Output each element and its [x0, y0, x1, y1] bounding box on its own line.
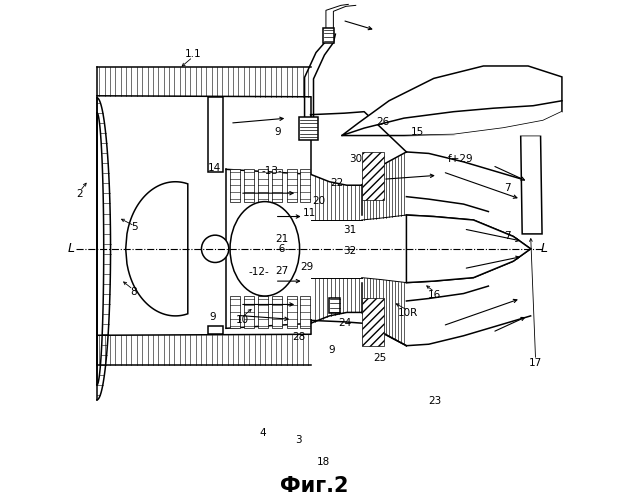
Polygon shape — [299, 170, 309, 202]
Text: 20: 20 — [312, 196, 325, 206]
Polygon shape — [208, 326, 223, 334]
Text: 31: 31 — [343, 225, 357, 235]
Polygon shape — [244, 170, 254, 202]
Text: L: L — [540, 242, 547, 256]
Text: 21: 21 — [276, 234, 289, 244]
Text: 5: 5 — [131, 222, 138, 232]
Text: 10R: 10R — [398, 308, 418, 318]
Text: 15: 15 — [411, 126, 425, 136]
Polygon shape — [126, 182, 188, 316]
Text: 29: 29 — [301, 262, 314, 272]
Text: 1.1: 1.1 — [184, 48, 201, 58]
Polygon shape — [258, 170, 268, 202]
Text: 8: 8 — [130, 287, 136, 297]
Ellipse shape — [201, 235, 229, 262]
Text: f+29: f+29 — [448, 154, 474, 164]
Polygon shape — [342, 101, 562, 136]
Text: 25: 25 — [374, 353, 387, 363]
Polygon shape — [406, 215, 531, 282]
Text: 16: 16 — [428, 290, 442, 300]
Text: 7: 7 — [504, 231, 511, 241]
Text: 23: 23 — [428, 396, 442, 406]
Polygon shape — [330, 298, 340, 314]
Polygon shape — [230, 296, 240, 328]
Polygon shape — [299, 296, 309, 328]
Text: 3: 3 — [295, 434, 302, 444]
Text: 24: 24 — [338, 318, 352, 328]
Polygon shape — [299, 117, 318, 140]
Polygon shape — [362, 152, 384, 200]
Polygon shape — [208, 97, 223, 172]
Text: 14: 14 — [208, 163, 221, 173]
Text: 27: 27 — [276, 266, 289, 276]
Polygon shape — [272, 296, 282, 328]
Text: L: L — [67, 242, 75, 256]
Polygon shape — [230, 170, 240, 202]
Polygon shape — [323, 28, 334, 42]
Ellipse shape — [230, 202, 299, 296]
Text: 2: 2 — [77, 189, 83, 199]
Text: 10: 10 — [236, 316, 249, 326]
Text: 9: 9 — [274, 126, 281, 136]
Polygon shape — [521, 136, 542, 234]
Polygon shape — [287, 296, 297, 328]
Text: Фиг.2: Фиг.2 — [281, 476, 348, 496]
Text: -6-: -6- — [275, 244, 289, 254]
Polygon shape — [342, 66, 562, 136]
Polygon shape — [287, 170, 297, 202]
Text: 32: 32 — [343, 246, 357, 256]
Polygon shape — [258, 296, 268, 328]
Text: 22: 22 — [330, 178, 343, 188]
Text: -12-: -12- — [248, 267, 269, 277]
Polygon shape — [244, 296, 254, 328]
Polygon shape — [362, 298, 384, 346]
Text: 17: 17 — [529, 358, 542, 368]
Text: 28: 28 — [292, 332, 305, 342]
Text: 9: 9 — [328, 345, 335, 355]
Text: 11: 11 — [303, 208, 316, 218]
Text: 7: 7 — [504, 182, 511, 192]
Text: 26: 26 — [376, 116, 390, 126]
Text: -13-: -13- — [262, 166, 282, 176]
Text: 4: 4 — [259, 428, 265, 438]
Text: 9: 9 — [209, 312, 216, 322]
Text: 30: 30 — [348, 154, 362, 164]
Text: 18: 18 — [317, 458, 330, 468]
Polygon shape — [272, 170, 282, 202]
